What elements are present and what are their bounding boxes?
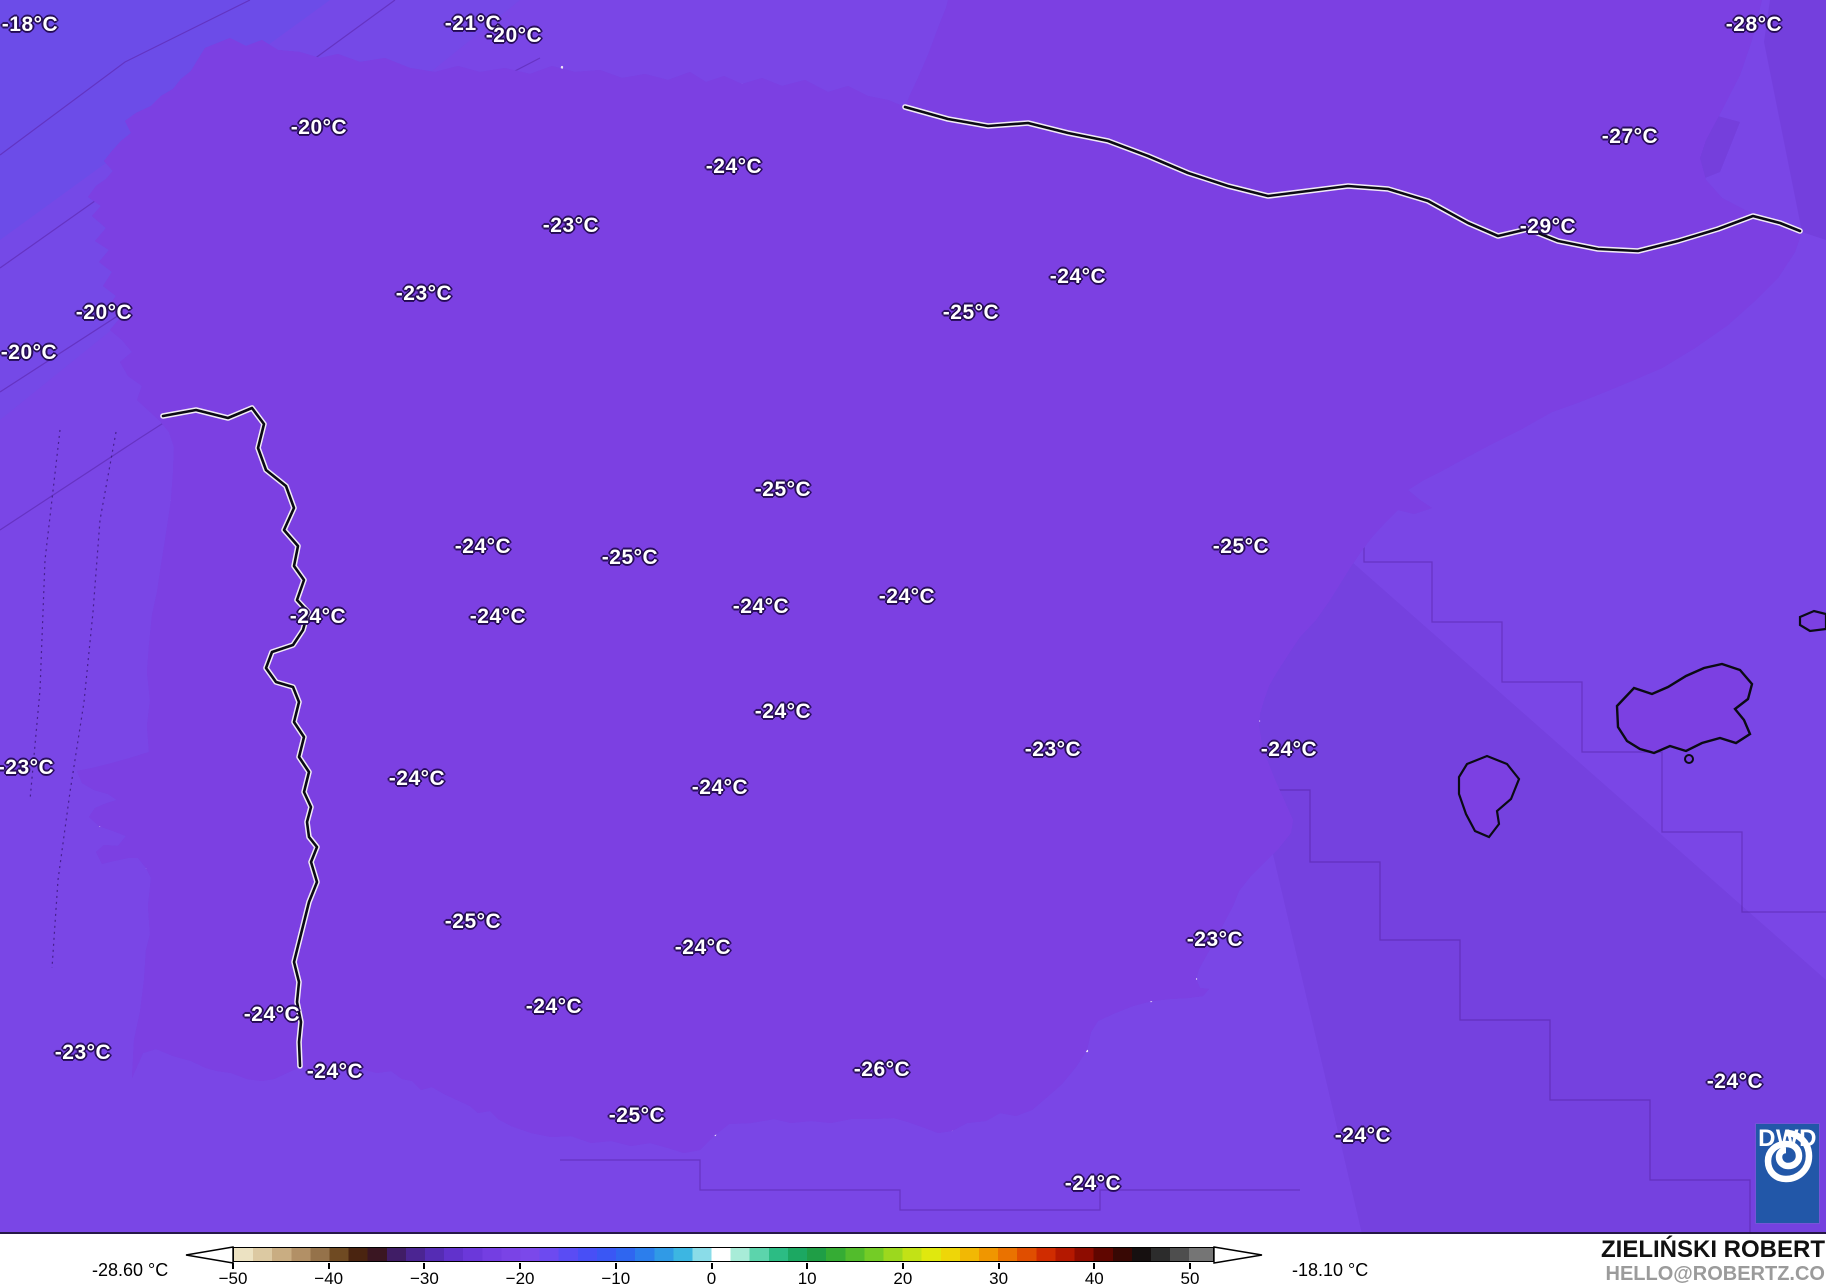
temp-label: -24°C xyxy=(732,595,790,618)
map-frame-line xyxy=(0,1232,1826,1234)
temp-label: -25°C xyxy=(942,301,1000,324)
coastlines xyxy=(77,0,1802,1153)
temp-label: -20°C xyxy=(0,341,58,364)
credit-email: HELLO@ROBERTZ.CO xyxy=(1605,1263,1826,1285)
temp-label: -27°C xyxy=(1601,125,1659,148)
colorbar-max-label: -18.10 °C xyxy=(1292,1260,1369,1280)
mallorca-island xyxy=(1615,662,1754,755)
temp-label: -24°C xyxy=(306,1060,364,1083)
colorbar-tick xyxy=(614,1263,617,1269)
temp-label: -18°C xyxy=(1,13,59,36)
temp-label: -26°C xyxy=(853,1058,911,1081)
temp-label: -25°C xyxy=(1212,535,1270,558)
balearic-islands xyxy=(1457,609,1826,839)
temp-label: -24°C xyxy=(705,155,763,178)
temp-label: -24°C xyxy=(525,995,583,1018)
temp-label: -24°C xyxy=(289,605,347,628)
temp-label: -29°C xyxy=(1519,215,1577,238)
temp-label: -24°C xyxy=(754,700,812,723)
temp-label: -20°C xyxy=(485,24,543,47)
temp-label: -24°C xyxy=(691,776,749,799)
colorbar-tick-label: 50 xyxy=(1180,1269,1200,1287)
colorbar-min-label: -28.60 °C xyxy=(92,1260,169,1280)
temp-label: -24°C xyxy=(469,605,527,628)
temp-label: -25°C xyxy=(608,1104,666,1127)
credit-author: ZIELIŃSKI ROBERT xyxy=(1600,1236,1825,1263)
temp-label: -24°C xyxy=(674,936,732,959)
colorbar-tick-label: 20 xyxy=(893,1269,913,1287)
temp-label: -24°C xyxy=(454,535,512,558)
temp-label: -24°C xyxy=(1260,738,1318,761)
colorbar-tick-label: 30 xyxy=(989,1269,1009,1287)
temp-label: -24°C xyxy=(1049,265,1107,288)
temp-label: -23°C xyxy=(1186,928,1244,951)
colorbar-tick-label: −20 xyxy=(505,1269,535,1287)
temp-label: -23°C xyxy=(0,756,55,779)
colorbar-tick-label: 10 xyxy=(797,1269,817,1287)
colorbar-tick xyxy=(1189,1263,1191,1269)
colorbar-tick xyxy=(806,1263,809,1269)
temp-label: -20°C xyxy=(75,301,133,324)
map-area: -18°C -21°C -20°C -28°C -20°C -27°C -24°C -23°C… xyxy=(0,0,1826,1234)
temp-label: -24°C xyxy=(243,1003,301,1026)
temp-label: -24°C xyxy=(388,767,446,790)
temp-label: -23°C xyxy=(54,1041,112,1064)
dwd-spiral-icon xyxy=(1764,1129,1813,1183)
menorca-island xyxy=(1798,609,1826,633)
colorbar-tick xyxy=(710,1263,713,1269)
dwd-logo: DWD xyxy=(1756,1124,1819,1223)
colorbar-tick-label: −30 xyxy=(409,1269,439,1287)
temp-label: -25°C xyxy=(754,478,812,501)
colorbar-tick xyxy=(519,1263,522,1269)
temp-label: -24°C xyxy=(878,585,936,608)
colorbar-tick xyxy=(997,1263,1000,1269)
temp-label: -23°C xyxy=(1024,738,1082,761)
colorbar-tick-label: −10 xyxy=(601,1269,631,1287)
temp-label: -23°C xyxy=(542,214,600,237)
temp-label: -28°C xyxy=(1725,13,1783,36)
temp-label: -21°C xyxy=(444,12,502,35)
temp-label: -20°C xyxy=(290,116,348,139)
colorbar-tick xyxy=(901,1263,904,1269)
colorbar-tick xyxy=(232,1263,234,1269)
temp-label: -25°C xyxy=(601,546,659,569)
colorbar-tick-label: 0 xyxy=(706,1269,717,1287)
colorbar-tick xyxy=(423,1263,426,1269)
mediterranean-shade xyxy=(1242,472,1826,1234)
cabrera-island xyxy=(1684,754,1694,764)
ibiza-island xyxy=(1457,754,1521,839)
temp-label: -25°C xyxy=(444,910,502,933)
colorbar-tick xyxy=(327,1263,330,1269)
temp-label: -23°C xyxy=(395,282,453,305)
temp-label: -24°C xyxy=(1334,1124,1392,1147)
temp-label: -24°C xyxy=(1706,1070,1764,1093)
colorbar-tick xyxy=(1093,1263,1096,1269)
gulf-of-lion-shade xyxy=(1764,0,1826,240)
colorbar-tick-label: −40 xyxy=(314,1269,344,1287)
colorbar xyxy=(233,1247,1214,1262)
colorbar-tick-label: 40 xyxy=(1084,1269,1104,1287)
iberia-temperature-map xyxy=(0,0,1826,1234)
temp-label: -24°C xyxy=(1064,1172,1122,1195)
colorbar-tick-label: −50 xyxy=(218,1269,248,1287)
